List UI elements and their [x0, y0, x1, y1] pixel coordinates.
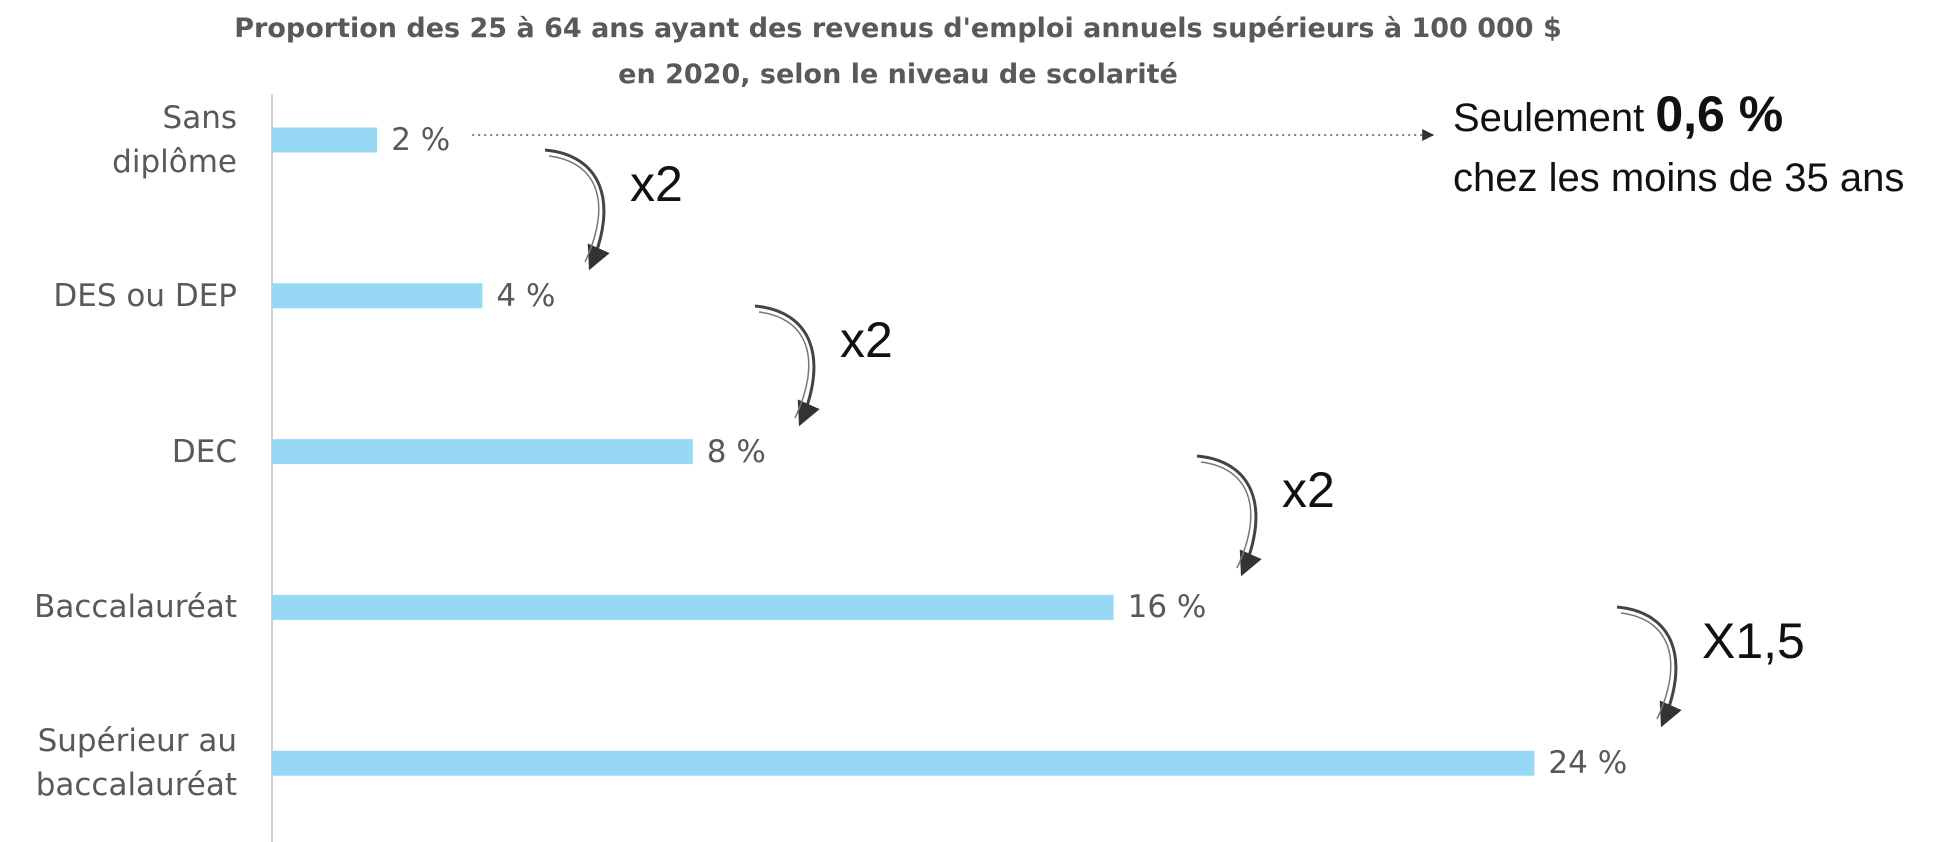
y-tick-label: DES ou DEP — [53, 277, 237, 314]
value-label: 24 % — [1548, 745, 1628, 782]
y-tick-label: Supérieur au baccalauréat — [35, 723, 237, 804]
y-tick-label: Baccalauréat — [34, 589, 237, 626]
multiplier-arrow — [754, 304, 820, 427]
annotation-emphasis: 0,6 % — [1655, 86, 1784, 142]
y-tick-label: Sans diplôme — [112, 100, 237, 180]
bar — [272, 283, 483, 309]
multiplier-label: x2 — [630, 156, 683, 212]
multiplier-arrow-sketch — [548, 155, 600, 263]
value-label: 2 % — [391, 122, 451, 158]
multiplier-arrow — [1616, 605, 1682, 728]
chart-title: Proportion des 25 à 64 ans ayant des rev… — [234, 13, 1562, 90]
bar — [272, 750, 1535, 776]
value-label: 8 % — [706, 433, 766, 470]
multiplier-arrow — [544, 148, 610, 271]
multiplier-arrow — [1196, 454, 1262, 577]
y-tick-label: DEC — [171, 433, 237, 470]
multiplier-label: x2 — [840, 312, 893, 368]
annotation-text: Seulement — [1453, 96, 1645, 140]
multiplier-arrow-sketch — [1620, 612, 1672, 720]
multiplier-label: X1,5 — [1702, 613, 1805, 669]
value-label: 16 % — [1127, 589, 1207, 626]
multiplier-label: x2 — [1282, 462, 1335, 518]
bar — [272, 439, 693, 465]
value-label: 4 % — [496, 277, 556, 314]
annotation: Seulement 0,6 % chez les moins de 35 ans — [1453, 84, 1904, 208]
multiplier-arrow-sketch — [758, 311, 810, 419]
bar — [272, 127, 378, 153]
bar — [272, 594, 1114, 620]
multiplier-arrow-sketch — [1200, 461, 1252, 569]
annotation-text: chez les moins de 35 ans — [1453, 156, 1905, 200]
